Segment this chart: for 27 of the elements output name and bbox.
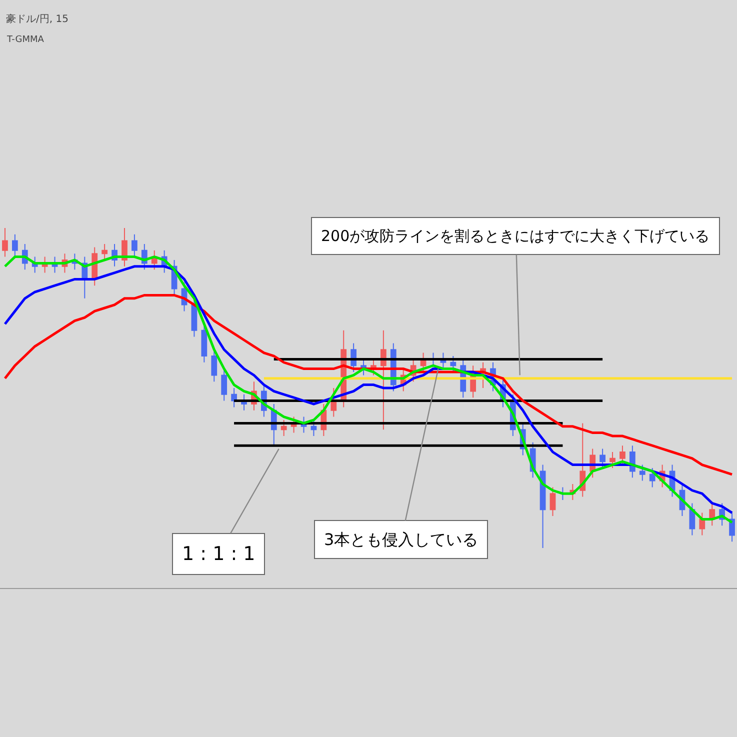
candlestick (729, 512, 735, 542)
candlestick (649, 468, 656, 488)
chart-subtitle: T-GMMA (6, 35, 45, 45)
candlestick (211, 349, 218, 382)
candlestick (221, 368, 228, 402)
candlestick (689, 502, 696, 536)
chart-title: 豪ドル/円, 15 (6, 13, 68, 25)
candlestick (610, 452, 616, 468)
candlestick (699, 512, 706, 536)
annotation: 3本とも侵入している (324, 530, 478, 549)
candlestick (280, 420, 287, 436)
annotation: 200が攻防ラインを割るときにはすでに大きく下げている (321, 227, 710, 245)
candlestick (2, 228, 8, 258)
candlestick (12, 234, 18, 258)
candlestick (231, 388, 237, 408)
candlestick (102, 244, 108, 260)
candlestick (132, 234, 138, 258)
annotation: 1 : 1 : 1 (182, 543, 256, 565)
candlestick (600, 448, 606, 468)
candlestick (639, 464, 646, 482)
candlestick (450, 356, 456, 372)
candlestick (201, 324, 208, 363)
candlestick (540, 464, 546, 548)
candlestick (620, 445, 626, 466)
candlestick (380, 330, 386, 430)
candlestick (550, 486, 556, 516)
candlestick (310, 420, 317, 436)
